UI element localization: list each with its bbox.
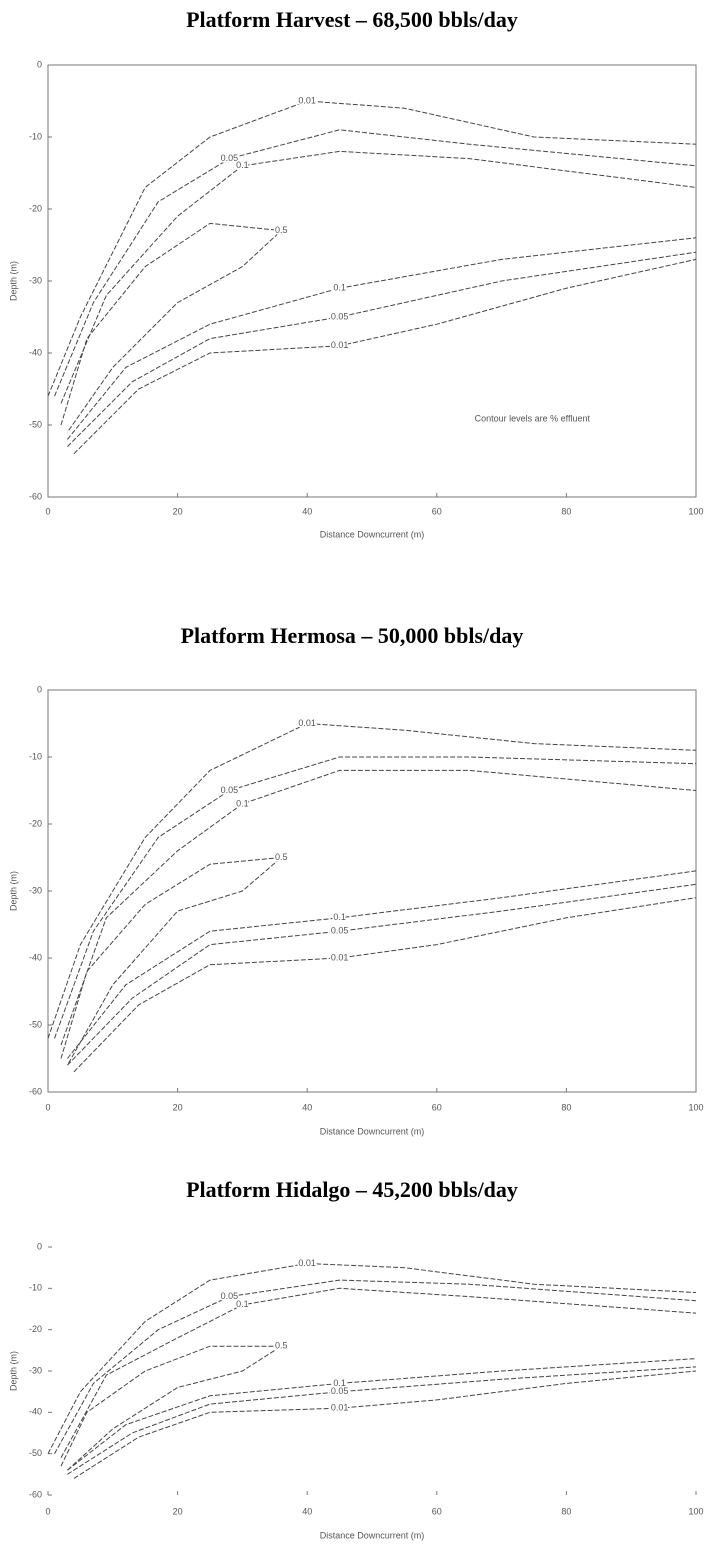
chart-title: Platform Hidalgo – 45,200 bbls/day xyxy=(186,1177,518,1202)
contour-line xyxy=(67,1358,697,1471)
chart-title: Platform Harvest – 68,500 bbls/day xyxy=(186,7,518,32)
plot-frame xyxy=(47,689,697,1093)
contour-line xyxy=(60,1287,697,1459)
contour-label: 0.01 xyxy=(331,1403,349,1413)
y-tick-label: -20 xyxy=(29,1324,42,1334)
contour-label: 0.05 xyxy=(221,153,239,163)
contour-label: 0.1 xyxy=(236,160,249,170)
contour-label: 0.05 xyxy=(221,785,239,795)
y-tick-label: -40 xyxy=(29,1407,42,1417)
contour-label: 0.01 xyxy=(331,952,349,962)
x-tick-label: 40 xyxy=(302,1102,312,1112)
x-tick-label: 80 xyxy=(561,1102,571,1112)
contour-label: 0.1 xyxy=(236,798,249,808)
x-tick-label: 60 xyxy=(432,506,442,516)
x-tick-label: 40 xyxy=(302,1506,312,1516)
y-axis-label: Depth (m) xyxy=(8,261,18,301)
contour-line xyxy=(67,1366,697,1475)
y-tick-label: -20 xyxy=(29,818,42,828)
y-tick-label: -10 xyxy=(29,1283,42,1293)
contour-label: 0.01 xyxy=(331,340,349,350)
contour-line xyxy=(67,883,697,1066)
contour-label: 0.05 xyxy=(331,926,349,936)
contour-line xyxy=(67,251,697,447)
y-tick-label: -60 xyxy=(29,1086,42,1096)
x-tick-label: 0 xyxy=(45,1102,50,1112)
y-tick-label: -10 xyxy=(29,751,42,761)
y-tick-label: -30 xyxy=(29,1365,42,1375)
contour-line xyxy=(73,258,697,455)
contour-label: 0.5 xyxy=(275,852,288,862)
contour-label: 0.01 xyxy=(298,718,316,728)
contour-line xyxy=(47,722,697,1039)
contour-line xyxy=(60,769,697,1046)
x-tick-label: 100 xyxy=(688,506,703,516)
contour-label: 0.1 xyxy=(236,1299,249,1309)
x-tick-label: 0 xyxy=(45,506,50,516)
contour-label: 0.05 xyxy=(221,1291,239,1301)
x-tick-label: 0 xyxy=(45,1506,50,1516)
y-tick-label: -10 xyxy=(29,131,42,141)
contour-line xyxy=(73,1370,697,1479)
x-tick-label: 40 xyxy=(302,506,312,516)
contour-label: 0.5 xyxy=(275,225,288,235)
x-axis-label: Distance Downcurrent (m) xyxy=(320,1530,425,1540)
contour-line xyxy=(67,870,697,1059)
y-tick-label: -20 xyxy=(29,203,42,213)
contour-label: 0.1 xyxy=(333,1378,346,1388)
contour-line xyxy=(47,100,697,397)
x-tick-label: 100 xyxy=(688,1102,703,1112)
contour-line xyxy=(60,856,283,1066)
y-tick-label: -50 xyxy=(29,1019,42,1029)
x-tick-label: 100 xyxy=(688,1506,703,1516)
x-tick-label: 20 xyxy=(173,1102,183,1112)
x-tick-label: 20 xyxy=(173,506,183,516)
y-axis-label: Depth (m) xyxy=(8,871,18,911)
contour-line xyxy=(54,756,697,1039)
y-tick-label: 0 xyxy=(37,59,42,69)
y-tick-label: -30 xyxy=(29,275,42,285)
y-tick-label: -50 xyxy=(29,1448,42,1458)
contour-line xyxy=(60,222,283,433)
x-tick-label: 60 xyxy=(432,1506,442,1516)
y-tick-label: -40 xyxy=(29,347,42,357)
y-tick-label: -40 xyxy=(29,952,42,962)
contour-line xyxy=(54,129,697,397)
x-axis-label: Distance Downcurrent (m) xyxy=(320,1126,425,1136)
y-tick-label: 0 xyxy=(37,1241,42,1251)
x-tick-label: 20 xyxy=(173,1506,183,1516)
contour-label: 0.05 xyxy=(331,311,349,321)
contour-label: 0.01 xyxy=(298,1258,316,1268)
contour-line xyxy=(54,1279,697,1454)
contour-line xyxy=(73,897,697,1073)
contour-label: 0.1 xyxy=(333,283,346,293)
contour-label: 0.1 xyxy=(333,912,346,922)
y-tick-label: -60 xyxy=(29,491,42,501)
contour-label: 0.01 xyxy=(298,95,316,105)
contour-label: 0.05 xyxy=(331,1386,349,1396)
x-tick-label: 60 xyxy=(432,1102,442,1112)
x-tick-label: 80 xyxy=(561,1506,571,1516)
contour-label: 0.5 xyxy=(275,1341,288,1351)
chart-title: Platform Hermosa – 50,000 bbls/day xyxy=(181,623,524,648)
contour-line xyxy=(60,1345,284,1471)
y-tick-label: -60 xyxy=(29,1489,42,1499)
contour-line xyxy=(60,150,697,404)
y-tick-label: -30 xyxy=(29,885,42,895)
contour-line xyxy=(67,237,697,440)
y-tick-label: 0 xyxy=(37,684,42,694)
contour-line xyxy=(47,1262,697,1454)
y-axis-label: Depth (m) xyxy=(8,1351,18,1391)
annotation: Contour levels are % effluent xyxy=(475,414,591,424)
y-tick-label: -50 xyxy=(29,419,42,429)
x-axis-label: Distance Downcurrent (m) xyxy=(320,529,425,539)
x-tick-label: 80 xyxy=(561,506,571,516)
